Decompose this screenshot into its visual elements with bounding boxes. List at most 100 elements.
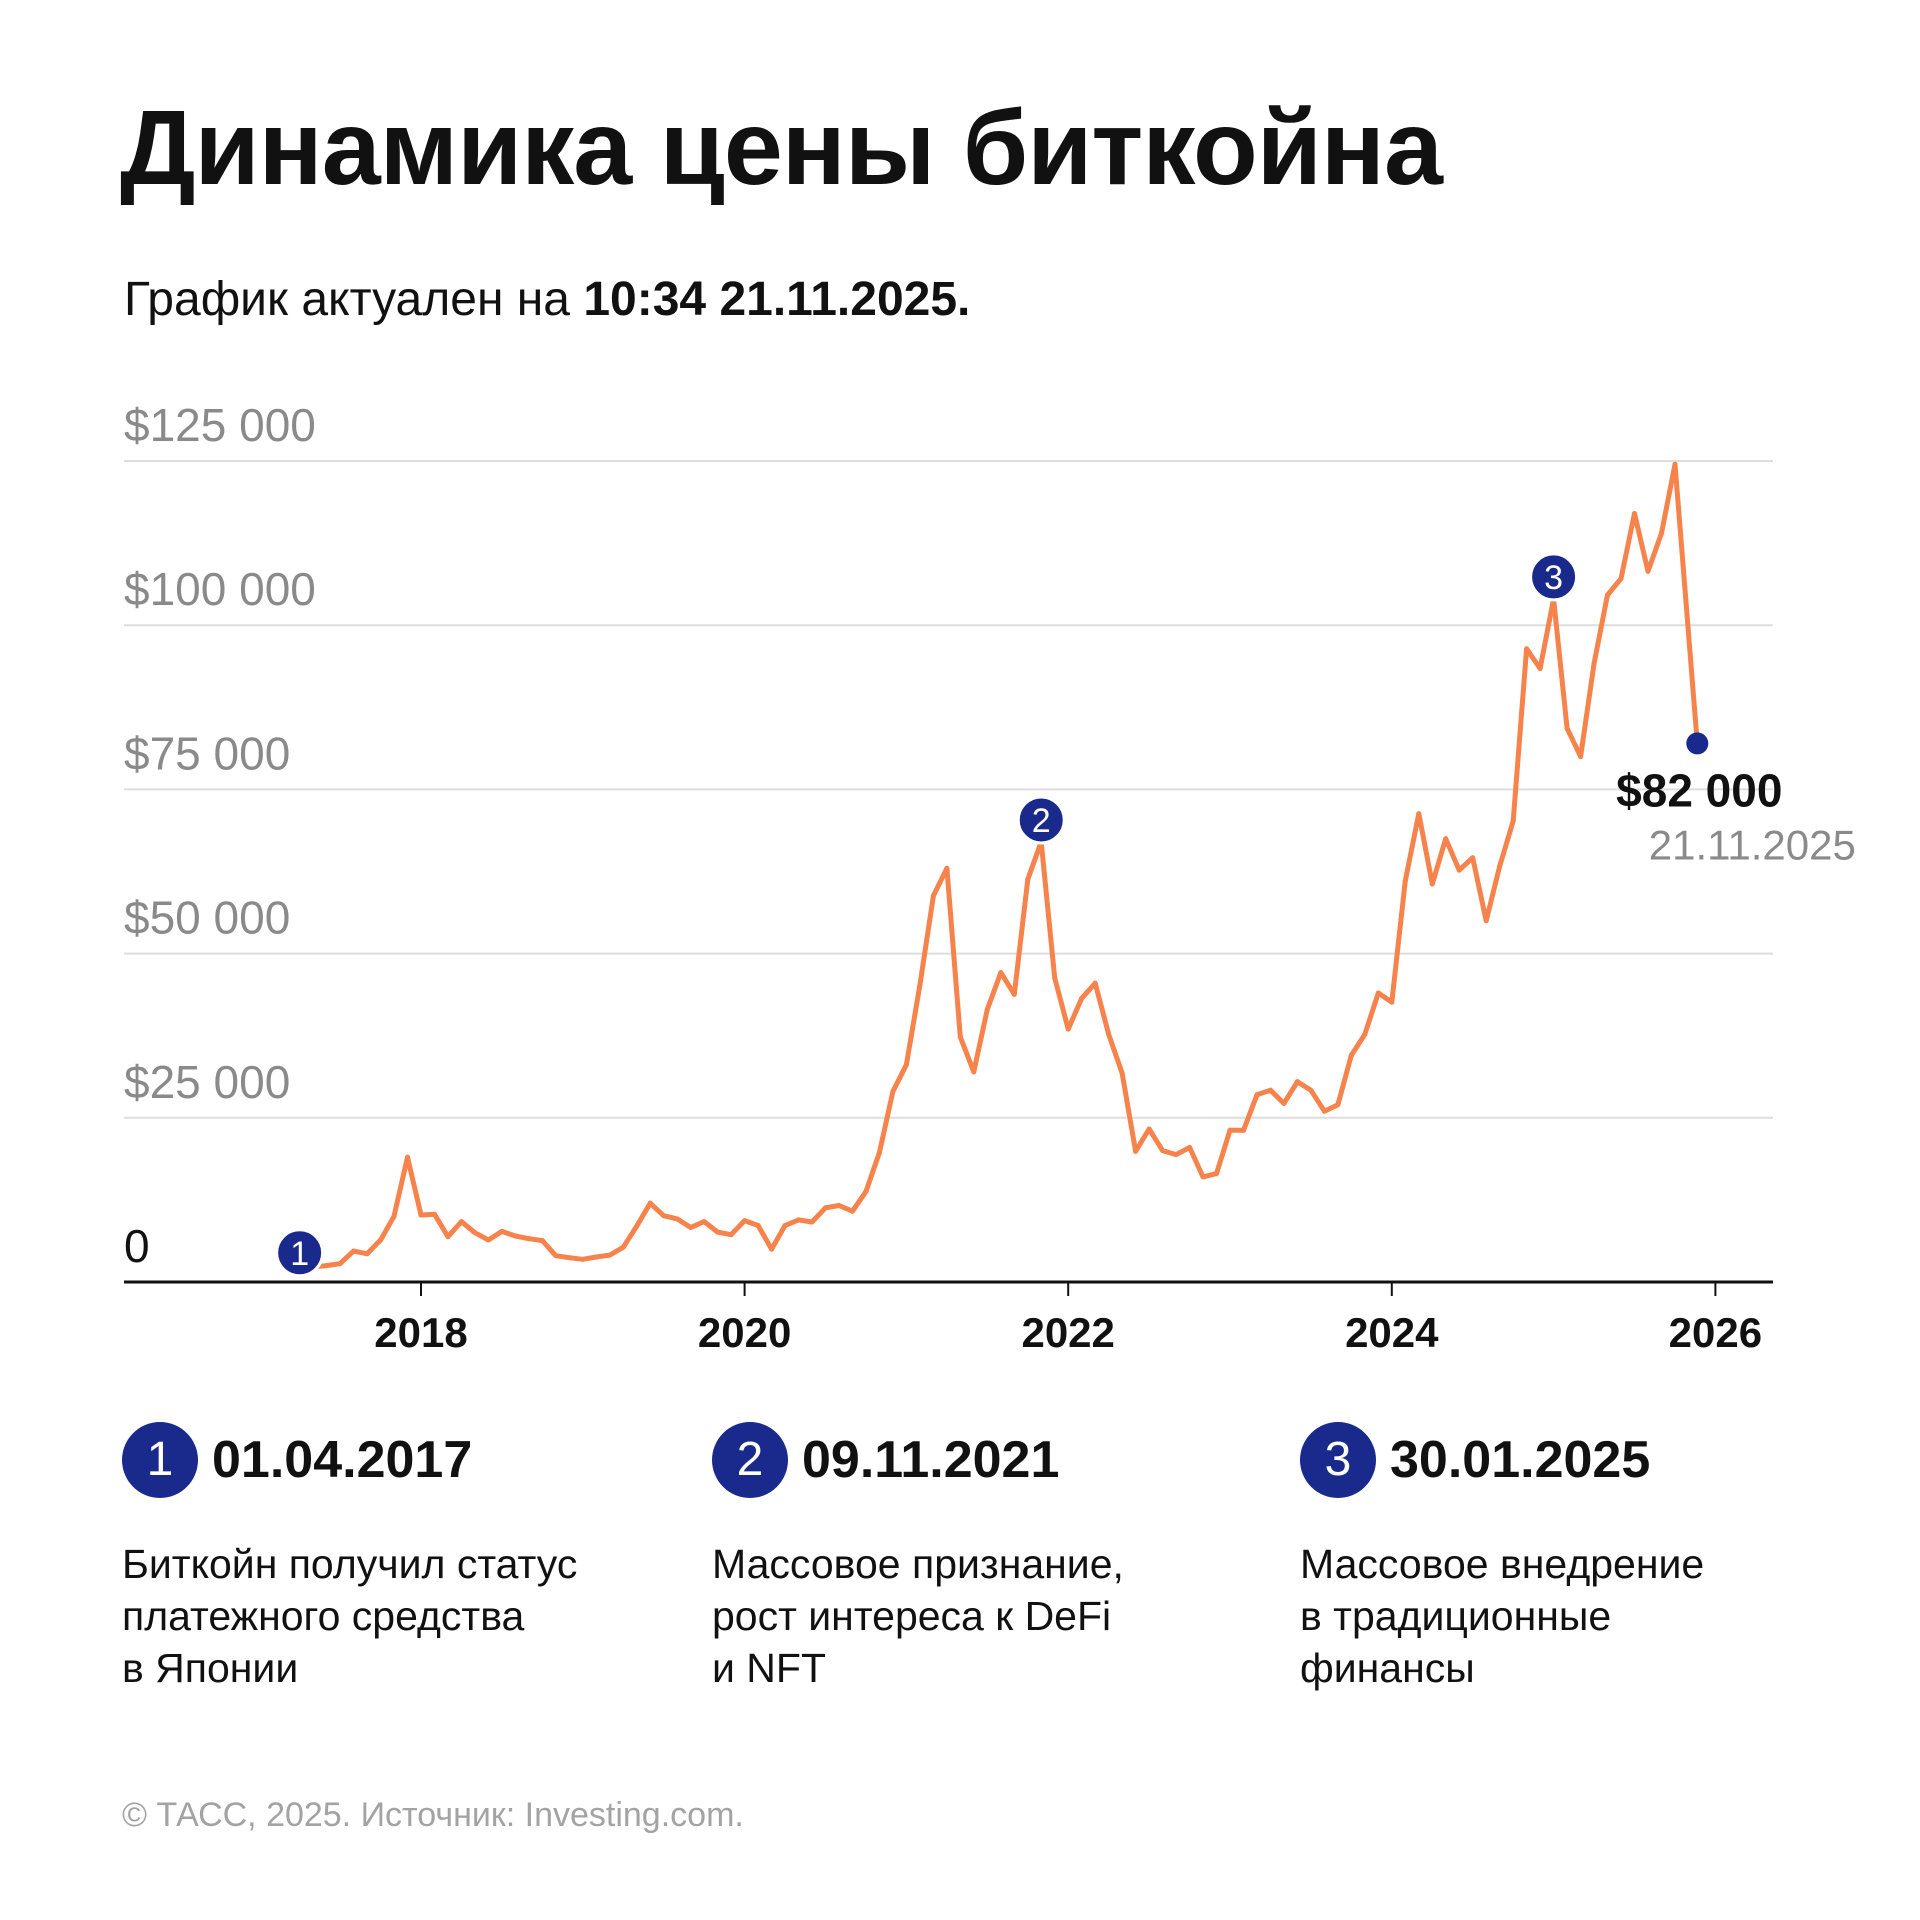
- data-point: [1281, 1100, 1287, 1106]
- data-point: [876, 1150, 882, 1156]
- marker-badge-1: 1: [122, 1422, 198, 1498]
- data-point: [1025, 876, 1031, 882]
- data-point: [809, 1219, 815, 1225]
- data-point: [944, 865, 950, 871]
- data-point: [755, 1223, 761, 1229]
- data-point: [1214, 1171, 1220, 1177]
- data-point: [378, 1237, 384, 1243]
- annotation-line: и NFT: [712, 1645, 826, 1691]
- data-point: [890, 1089, 896, 1095]
- annotation-text: Массовое признание, рост интереса к DeFi и…: [712, 1538, 1232, 1694]
- x-tick-label: 2018: [374, 1309, 467, 1356]
- data-point: [715, 1229, 721, 1235]
- data-point: [337, 1261, 343, 1267]
- data-point: [769, 1246, 775, 1252]
- data-point: [1443, 836, 1449, 842]
- x-tick-label: 2020: [698, 1309, 791, 1356]
- data-point: [1335, 1102, 1341, 1108]
- data-point: [823, 1205, 828, 1211]
- y-tick-label: 0: [124, 1220, 150, 1272]
- annotation-line: в традиционные: [1300, 1593, 1612, 1639]
- data-point: [607, 1252, 613, 1258]
- data-point: [1146, 1126, 1152, 1132]
- data-point: [620, 1244, 626, 1250]
- data-point: [1348, 1052, 1354, 1058]
- annotation-marker-3: [1529, 552, 1579, 602]
- data-point: [998, 970, 1004, 976]
- data-point: [499, 1228, 505, 1234]
- data-point: [836, 1202, 842, 1208]
- data-point: [1510, 818, 1516, 824]
- data-point: [903, 1062, 909, 1068]
- annotation-text: Биткойн получил статус платежного средств…: [122, 1538, 642, 1694]
- data-point: [796, 1217, 802, 1223]
- data-point: [917, 982, 923, 988]
- data-point: [1605, 592, 1611, 598]
- data-point: [1429, 881, 1435, 887]
- annotation-1: 1 01.04.2017 Биткойн получил статус платеж…: [122, 1422, 642, 1694]
- data-point: [1591, 660, 1597, 666]
- data-point: [391, 1213, 397, 1219]
- annotation-line: рост интереса к DeFi: [712, 1593, 1112, 1639]
- data-point: [1308, 1087, 1314, 1093]
- data-point: [1227, 1127, 1233, 1133]
- data-point: [1362, 1031, 1368, 1037]
- annotation-line: Массовое признание,: [712, 1541, 1124, 1587]
- data-point: [1106, 1031, 1112, 1037]
- data-point: [1497, 863, 1503, 869]
- data-point: [701, 1219, 707, 1225]
- last-date-label: 21.11.2025: [1649, 821, 1856, 868]
- data-point: [1389, 999, 1395, 1005]
- data-point: [553, 1253, 559, 1259]
- data-point: [458, 1219, 464, 1225]
- annotation-date: 01.04.2017: [212, 1431, 473, 1489]
- data-point: [1402, 878, 1408, 884]
- data-point: [984, 1006, 990, 1012]
- data-point: [1052, 975, 1058, 981]
- data-point: [1173, 1152, 1179, 1158]
- annotation-marker-2: [1016, 795, 1066, 845]
- annotation-marker-number: 1: [290, 1235, 309, 1273]
- data-point: [512, 1233, 518, 1239]
- y-tick-label: $125 000: [124, 399, 316, 451]
- data-point: [1578, 754, 1584, 760]
- x-tick-label: 2026: [1669, 1309, 1762, 1356]
- data-point: [351, 1248, 357, 1254]
- data-point: [1321, 1108, 1327, 1114]
- data-point: [1200, 1174, 1206, 1180]
- data-point: [1187, 1144, 1193, 1150]
- last-value-label: $82 000: [1616, 764, 1782, 816]
- data-point: [1133, 1148, 1139, 1154]
- data-point: [1079, 995, 1085, 1001]
- data-point: [1645, 568, 1651, 574]
- annotation-marker-number: 2: [1032, 802, 1051, 840]
- annotation-marker-number: 3: [1544, 559, 1563, 597]
- data-point: [1618, 576, 1624, 582]
- data-point: [405, 1154, 411, 1160]
- data-point: [1375, 990, 1381, 996]
- data-point: [1119, 1070, 1125, 1076]
- annotation-3: 3 30.01.2025 Массовое внедрение в традицио…: [1300, 1422, 1820, 1694]
- data-point: [930, 893, 936, 899]
- data-point: [526, 1236, 532, 1242]
- annotation-2: 2 09.11.2021 Массовое признание, рост инте…: [712, 1422, 1232, 1694]
- data-point: [1456, 867, 1462, 873]
- data-point: [1416, 811, 1422, 817]
- marker-badge-2: 2: [712, 1422, 788, 1498]
- data-point: [324, 1263, 330, 1269]
- page-title: Динамика цены биткойна: [120, 89, 1443, 207]
- source-footer: © ТАСС, 2025. Источник: Investing.com.: [122, 1796, 744, 1834]
- data-point: [1537, 666, 1543, 672]
- data-point: [1524, 646, 1530, 652]
- last-point-dot: [1686, 732, 1709, 755]
- annotation-date: 09.11.2021: [802, 1431, 1060, 1489]
- data-point: [863, 1188, 869, 1194]
- y-tick-label: $50 000: [124, 892, 290, 944]
- data-point: [1240, 1127, 1246, 1133]
- data-point: [485, 1237, 491, 1243]
- marker-badge-3: 3: [1300, 1422, 1376, 1498]
- x-tick-label: 2024: [1345, 1309, 1439, 1356]
- data-point: [1065, 1026, 1071, 1032]
- data-point: [472, 1230, 478, 1236]
- data-point: [580, 1256, 586, 1262]
